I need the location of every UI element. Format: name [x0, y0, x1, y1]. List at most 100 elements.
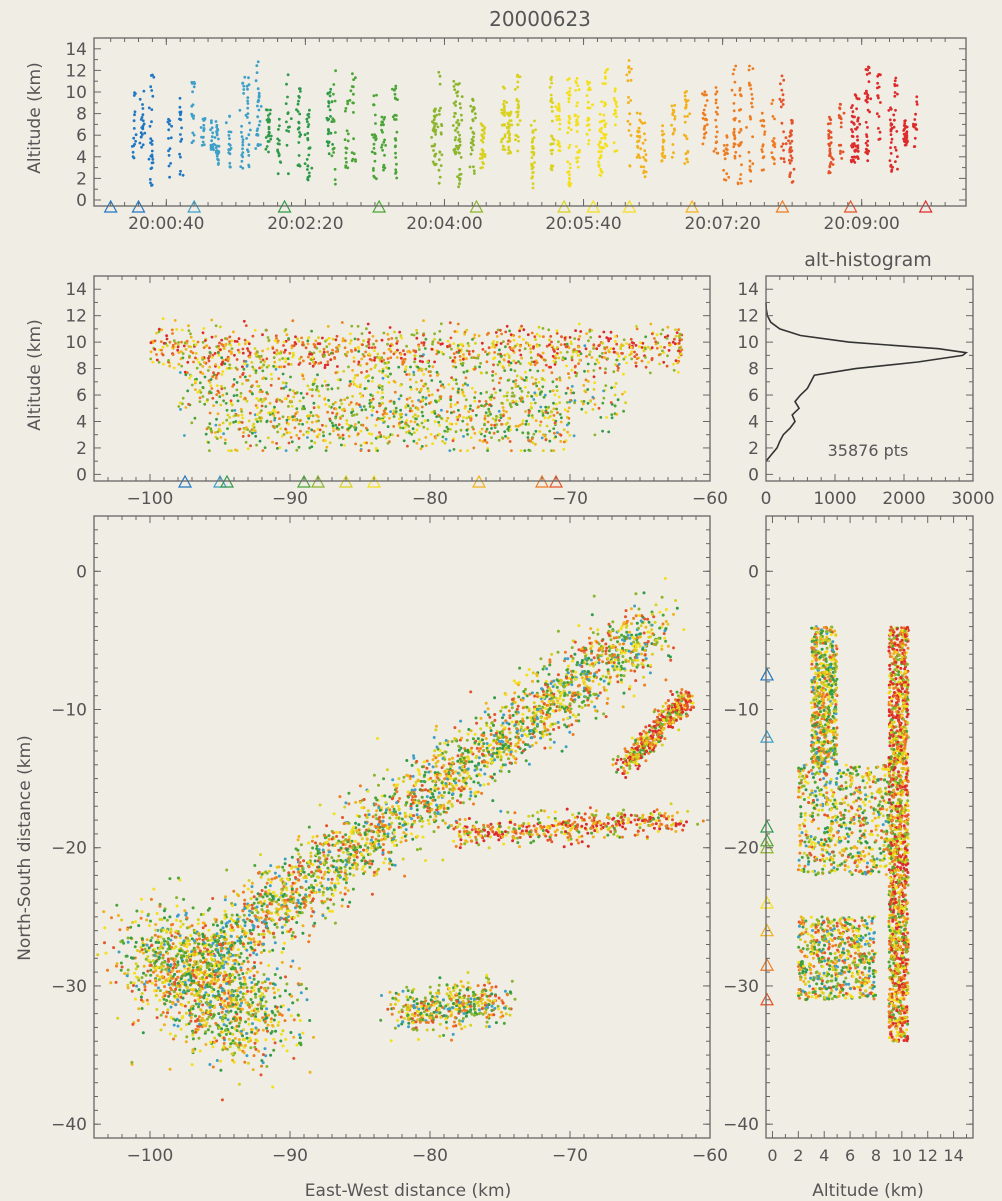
time-altitude-point	[893, 94, 897, 98]
time-altitude-point	[615, 105, 619, 108]
time-altitude-point	[730, 88, 734, 92]
time-altitude-point	[454, 104, 457, 107]
time-altitude-point	[394, 170, 398, 174]
time-altitude-point	[588, 86, 591, 90]
time-altitude-point	[456, 119, 460, 122]
ew-altitude-point	[316, 435, 319, 439]
ew-altitude-point	[330, 387, 334, 391]
ew-altitude-point	[371, 334, 375, 338]
time-altitude-point	[557, 114, 561, 118]
ew-altitude-point	[286, 357, 290, 361]
time-altitude-point	[715, 151, 719, 155]
time-altitude-point	[557, 141, 561, 145]
ew-altitude-point	[464, 376, 468, 380]
ew-altitude-point	[229, 343, 233, 347]
ew-altitude-point	[488, 410, 491, 414]
ew-altitude-point	[293, 426, 297, 430]
ew-altitude-point	[399, 394, 403, 398]
ew-altitude-point	[479, 392, 483, 395]
time-altitude-point	[331, 117, 335, 121]
plan-view-point	[242, 913, 246, 917]
time-altitude-point	[612, 141, 616, 145]
ew-altitude-point	[473, 333, 477, 337]
ew-altitude-point	[518, 423, 522, 427]
ew-altitude-point	[247, 434, 251, 438]
time-altitude-point	[851, 130, 854, 134]
ew-altitude-point	[508, 329, 511, 333]
time-altitude-point	[781, 142, 785, 146]
time-altitude-point	[245, 84, 249, 88]
plan-view-point	[404, 839, 408, 843]
time-altitude-point	[529, 123, 533, 127]
alt-histogram-title: alt-histogram	[804, 249, 932, 271]
ew-altitude-point	[550, 344, 553, 348]
ew-altitude-point	[509, 333, 513, 337]
ew-altitude-point	[351, 394, 354, 398]
plan-view-point	[321, 890, 325, 894]
plan-view-point	[335, 834, 339, 838]
time-altitude-point	[375, 177, 378, 181]
ew-altitude-point	[491, 370, 495, 373]
time-altitude-point	[641, 141, 645, 145]
ew-altitude-point	[288, 431, 292, 434]
ew-altitude-point	[274, 410, 278, 414]
ew-altitude-point	[616, 398, 620, 402]
time-altitude-point	[277, 153, 281, 157]
time-altitude-point	[842, 111, 846, 115]
ew-altitude-point	[252, 367, 256, 371]
ew-altitude-point	[417, 348, 421, 351]
ew-altitude-point	[380, 388, 384, 391]
ew-altitude-point	[490, 393, 494, 397]
ew-altitude-point	[506, 398, 509, 402]
plan-view-point	[372, 874, 376, 877]
time-altitude-point	[482, 162, 485, 166]
time-altitude-point	[256, 87, 260, 91]
ew-altitude-point	[281, 381, 285, 385]
ew-altitude-point	[617, 366, 620, 370]
time-altitude-point	[503, 123, 506, 127]
time-altitude-point	[243, 75, 247, 79]
ew-altitude-point	[485, 360, 489, 364]
time-altitude-point	[827, 136, 831, 140]
time-altitude-point	[305, 117, 309, 121]
ew-altitude-point	[239, 395, 243, 398]
time-altitude-point	[179, 112, 183, 115]
time-altitude-point	[472, 169, 476, 173]
time-altitude-point	[749, 117, 752, 121]
ew-altitude-point	[551, 380, 555, 384]
time-altitude-point	[850, 155, 854, 159]
plan-view-point	[566, 657, 570, 661]
plan-view-point	[508, 737, 512, 741]
time-altitude-point	[660, 159, 664, 163]
time-altitude-point	[724, 151, 727, 155]
ew-altitude-point	[558, 401, 562, 404]
alt-histogram-x-tick-label: 1000	[813, 489, 856, 509]
ew-altitude-point	[486, 353, 489, 356]
time-altitude-point	[627, 66, 630, 70]
time-altitude-point	[914, 123, 917, 127]
time-altitude-point	[597, 150, 601, 154]
ew-altitude-point	[450, 411, 453, 415]
ew-altitude-point	[295, 434, 299, 437]
ew-altitude-point	[452, 342, 456, 345]
time-altitude-point	[643, 175, 647, 179]
time-altitude-point	[329, 115, 332, 118]
ew-altitude-point	[610, 413, 614, 416]
time-altitude-point	[295, 108, 298, 112]
ew-altitude-point	[598, 343, 601, 347]
ew-altitude-point	[394, 350, 398, 354]
ew-altitude-point	[500, 422, 504, 426]
ew-altitude-point	[471, 338, 474, 341]
ew-altitude-point	[222, 432, 226, 436]
ew-altitude-point	[171, 345, 175, 349]
ew-altitude-point	[277, 377, 281, 380]
ew-altitude-point	[410, 400, 414, 403]
ew-altitude-point	[590, 356, 594, 359]
ew-altitude-point	[408, 396, 412, 400]
ew-altitude-point	[440, 350, 444, 354]
ew-altitude-point	[464, 405, 467, 408]
ew-altitude-point	[577, 354, 581, 357]
time-altitude-point	[276, 172, 280, 176]
time-altitude-point	[533, 161, 536, 164]
ew-altitude-point	[174, 341, 177, 345]
